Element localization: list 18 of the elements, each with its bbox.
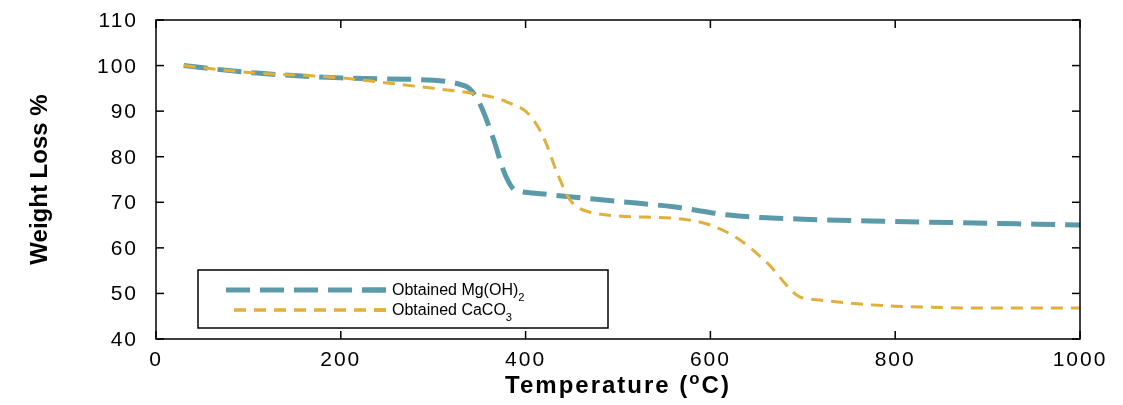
y-tick-label: 100 (96, 53, 138, 77)
y-tick-label: 90 (110, 99, 138, 123)
y-tick-label: 70 (110, 190, 138, 214)
legend-label: Obtained CaCO$_{3}$ (392, 301, 513, 323)
y-tick-label: 60 (110, 235, 138, 259)
y-tick-label: 110 (98, 8, 138, 31)
x-tick-label: 600 (689, 347, 731, 370)
y-tick-label: 80 (110, 144, 138, 168)
x-axis-title: Temperature ($^{o}$C) (505, 368, 731, 398)
x-tick-label: 1000 (1052, 347, 1108, 370)
legend-label: Obtained Mg(OH)$_{2}$ (392, 281, 525, 303)
y-tick-label: 40 (110, 327, 138, 350)
x-tick-label: 400 (505, 347, 547, 370)
y-axis-title: Weight Loss % (25, 94, 52, 265)
x-tick-label: 0 (149, 347, 163, 370)
y-tick-label: 50 (110, 281, 138, 305)
x-tick-label: 200 (320, 347, 362, 370)
x-tick-label: 800 (874, 347, 916, 370)
